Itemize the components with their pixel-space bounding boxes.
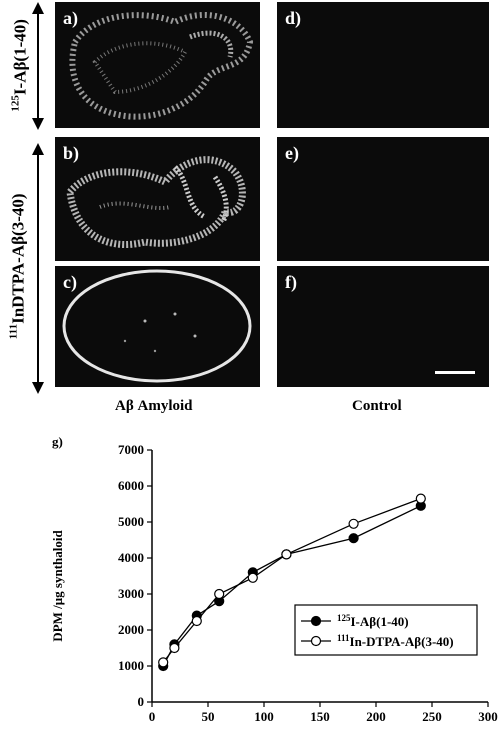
tissue-texture-a [69, 11, 254, 120]
legend-box [294, 604, 478, 656]
series-2-point [281, 549, 292, 560]
panel-label-e: e) [285, 143, 299, 163]
synthaloid-spot-c [62, 269, 252, 383]
panel-label-b: b) [63, 143, 80, 163]
bottom-side-label: 111InDTPA-Aβ(3-40) [7, 193, 28, 340]
series-2-point [191, 615, 202, 627]
y-tick-label: 7000 [118, 442, 144, 457]
x-tick-label: 150 [310, 709, 330, 724]
x-tick-label: 250 [422, 709, 442, 724]
series-2-point [158, 657, 169, 668]
panel-label-d: d) [285, 8, 302, 28]
micrograph-panel-c: c) [55, 266, 260, 387]
series-2-point [169, 642, 180, 654]
series-2-point [348, 518, 359, 529]
y-tick-label: 0 [138, 694, 145, 709]
micrograph-panel-d: d) [277, 2, 489, 128]
legend-marker [310, 615, 322, 627]
series-2-point [214, 588, 225, 600]
y-tick-label: 3000 [118, 586, 144, 601]
y-tick-label: 6000 [118, 478, 144, 493]
legend-marker [310, 635, 322, 647]
micrograph-panel-b: b) [55, 137, 260, 261]
legend-entry: 125I-Aβ(1-40) [337, 613, 409, 629]
scale-bar [435, 371, 475, 374]
caption-amyloid: Aβ Amyloid [115, 398, 193, 414]
y-tick-label: 5000 [118, 514, 144, 529]
tissue-texture-b [66, 156, 246, 249]
y-tick-label: 4000 [118, 550, 144, 565]
x-tick-label: 0 [149, 709, 156, 724]
x-axis-title: Time (minutes) [298, 730, 383, 733]
caption-control: Control [352, 398, 402, 414]
top-side-label: 125I-Aβ(1-40) [9, 19, 30, 112]
x-tick-label: 300 [478, 709, 498, 724]
y-axis-title: DPM /μg synthaloid [50, 530, 65, 642]
chart-label-g: g) [52, 434, 63, 449]
y-tick-label: 1000 [118, 658, 144, 673]
series-2-point [415, 493, 426, 504]
x-tick-label: 200 [366, 709, 386, 724]
x-tick-label: 100 [254, 709, 274, 724]
panel-label-a: a) [63, 8, 78, 28]
uptake-chart: g) 0 1000 2000 3000 4000 5000 6000 7000 0 50 100 150… [50, 434, 498, 733]
x-tick-label: 50 [202, 709, 215, 724]
series-1-point [348, 533, 359, 544]
micrograph-panel-e: e) [277, 137, 489, 261]
series-2-point [247, 572, 258, 583]
legend-entry: 111In-DTPA-Aβ(3-40) [337, 633, 454, 649]
micrograph-panel-a: a) [55, 2, 260, 128]
series-line-1 [162, 505, 422, 667]
y-tick-label: 2000 [118, 622, 144, 637]
panel-label-c: c) [63, 272, 77, 292]
panel-label-f: f) [285, 272, 297, 292]
micrograph-panel-f: f) [277, 266, 489, 387]
